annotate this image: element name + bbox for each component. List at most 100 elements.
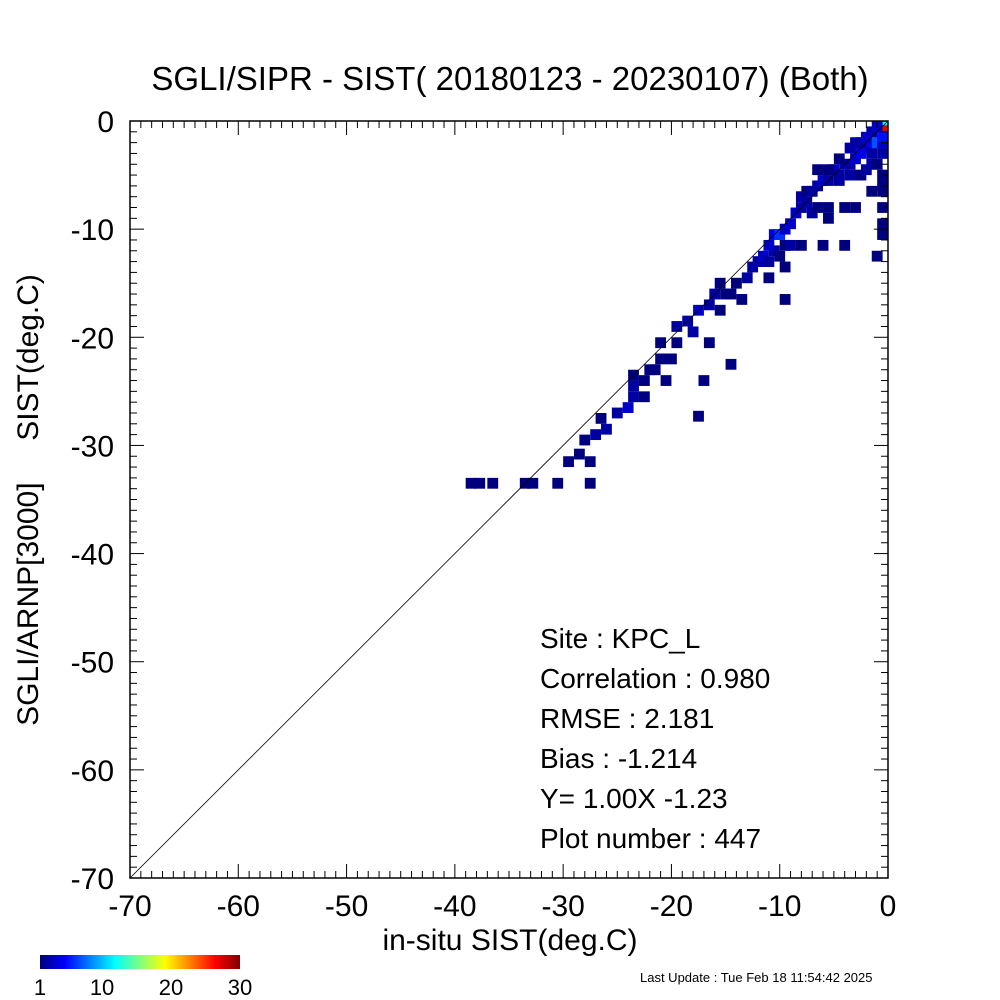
x-tick-label: -40 <box>433 890 476 923</box>
density-cell <box>703 337 715 349</box>
x-tick-label: -30 <box>541 890 584 923</box>
x-tick-label: -10 <box>758 890 801 923</box>
chart-title: SGLI/SIPR - SIST( 20180123 - 20230107) (… <box>151 60 868 97</box>
y-tick-label: -20 <box>71 322 114 355</box>
density-cell <box>644 364 656 376</box>
density-cell <box>779 294 791 305</box>
stat-value: 2.181 <box>644 703 714 734</box>
density-cell <box>774 250 786 262</box>
y-axis-label: SGLI/ARNP[3000] SIST(deg.C) <box>12 274 45 726</box>
density-cell <box>628 391 639 403</box>
density-cell <box>714 277 726 289</box>
stat-label: Site : <box>540 623 612 654</box>
density-cell <box>785 239 796 251</box>
density-cell <box>833 175 845 186</box>
stat-line: Correlation : 0.980 <box>540 663 770 694</box>
stat-label: Correlation : <box>540 663 700 694</box>
stat-label: Plot number : <box>540 823 714 854</box>
density-cell <box>806 207 818 219</box>
density-cell <box>763 272 775 284</box>
y-tick-label: -60 <box>71 755 114 788</box>
density-cell <box>866 148 878 159</box>
density-cell <box>763 239 775 251</box>
density-cell <box>795 191 807 203</box>
density-cell <box>601 423 612 435</box>
stat-value: 1.00X -1.23 <box>583 783 728 814</box>
stat-label: Bias : <box>540 743 618 774</box>
density-cell <box>817 239 829 251</box>
density-cell <box>671 321 683 332</box>
density-cell <box>611 407 623 419</box>
density-cell <box>687 326 699 338</box>
density-cell <box>860 131 872 143</box>
x-tick-label: -60 <box>217 890 260 923</box>
density-cell <box>465 477 477 489</box>
density-cell <box>563 456 574 468</box>
density-cell <box>806 185 818 197</box>
density-cell <box>855 148 867 159</box>
stat-value: KPC_L <box>612 623 701 654</box>
density-cell <box>850 137 861 149</box>
density-cell <box>785 218 796 230</box>
density-cell <box>779 223 791 235</box>
colorbar <box>40 955 240 969</box>
density-cell <box>795 239 807 251</box>
density-cell <box>823 202 834 213</box>
density-cell <box>698 375 710 386</box>
density-cell <box>693 410 704 422</box>
density-cell <box>527 477 539 489</box>
one-to-one-line <box>129 120 889 879</box>
density-cell <box>703 299 715 311</box>
density-cell <box>866 158 878 170</box>
density-cell <box>828 164 840 176</box>
density-cell <box>655 353 667 365</box>
stat-line: RMSE : 2.181 <box>540 703 714 734</box>
density-cell <box>736 294 748 305</box>
x-axis-tick-labels: -70 -60 -50 -40 -30 -20 -10 0 <box>108 890 896 923</box>
density-cell <box>850 202 861 213</box>
density-cell <box>725 288 737 300</box>
y-tick-label: -50 <box>71 647 114 680</box>
density-cell <box>812 202 824 213</box>
density-cell <box>671 337 683 349</box>
y-tick-label: -30 <box>71 430 114 463</box>
density-cell <box>877 131 888 143</box>
last-update-footer: Last Update : Tue Feb 18 11:54:42 2025 <box>640 970 873 985</box>
density-cell <box>823 164 834 176</box>
stat-label: RMSE : <box>540 703 644 734</box>
density-cell <box>839 239 851 251</box>
y-tick-label: -40 <box>71 539 114 572</box>
density-cell <box>579 434 591 446</box>
density-cell <box>573 448 585 460</box>
density-cell <box>584 477 596 489</box>
x-tick-label: -50 <box>325 890 368 923</box>
density-cell <box>833 153 845 165</box>
density-cell <box>877 229 888 240</box>
plot-frame <box>129 120 889 879</box>
stat-line: Plot number : 447 <box>540 823 761 854</box>
density-cell <box>584 456 596 468</box>
statistics-annotations: Site : KPC_L Correlation : 0.980 RMSE : 2.… <box>540 623 770 854</box>
density-cell <box>839 202 851 213</box>
density-cell <box>866 185 878 197</box>
colorbar-tick-labels: 1 10 20 30 <box>34 975 252 1000</box>
density-cell <box>487 477 499 489</box>
density-cell <box>638 375 650 386</box>
x-axis-label: in-situ SIST(deg.C) <box>382 924 637 957</box>
stat-line: Bias : -1.214 <box>540 743 697 774</box>
y-tick-label: 0 <box>97 106 114 139</box>
density-cell <box>812 164 824 176</box>
stat-value: 0.980 <box>700 663 770 694</box>
y-tick-label: -10 <box>71 214 114 247</box>
density-cell <box>871 158 883 170</box>
colorbar-tick-label: 1 <box>34 975 46 1000</box>
density-cell <box>763 256 775 267</box>
stat-line: Y= 1.00X -1.23 <box>540 783 728 814</box>
density-cell <box>877 185 888 197</box>
density-cell <box>855 169 867 181</box>
density-cell <box>666 353 677 365</box>
x-tick-label: 0 <box>880 890 897 923</box>
density-cell <box>474 477 486 489</box>
stat-line: Site : KPC_L <box>540 623 700 654</box>
